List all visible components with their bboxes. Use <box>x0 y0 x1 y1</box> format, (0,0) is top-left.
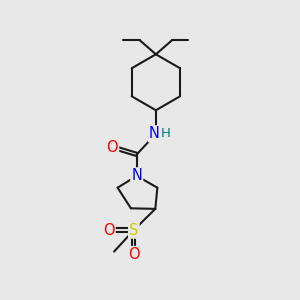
Text: S: S <box>129 223 139 238</box>
Text: H: H <box>160 127 170 140</box>
Text: O: O <box>128 247 140 262</box>
Text: O: O <box>106 140 118 154</box>
Text: O: O <box>103 223 115 238</box>
Text: N: N <box>149 126 160 141</box>
Text: N: N <box>131 168 142 183</box>
